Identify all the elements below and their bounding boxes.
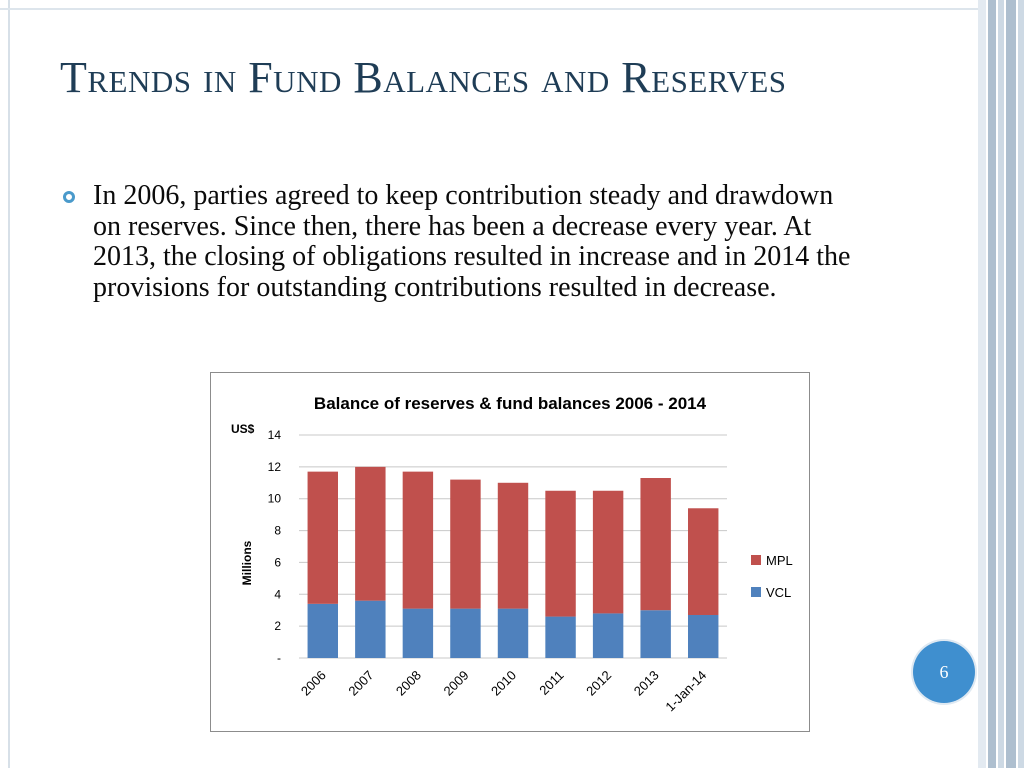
x-tick-label: 2006	[298, 668, 329, 699]
bar-vcl	[545, 616, 576, 658]
bar-vcl	[592, 613, 624, 658]
stacked-bar-chart: Balance of reserves & fund balances 2006…	[231, 394, 793, 715]
stripe	[988, 0, 996, 768]
x-tick-label: 2011	[536, 668, 566, 698]
bar-vcl	[497, 608, 529, 658]
bar-mpl	[497, 482, 529, 609]
currency-label: US$	[231, 422, 255, 436]
legend-label-vcl: VCL	[766, 585, 791, 600]
bar-vcl	[688, 614, 719, 658]
bar-vcl	[640, 610, 671, 658]
legend-label-mpl: MPL	[766, 553, 793, 568]
bar-mpl	[592, 490, 624, 614]
y-tick-label: 4	[274, 587, 281, 601]
bullet-icon	[63, 191, 75, 203]
page-number-badge: 6	[913, 641, 975, 703]
x-tick-label: 1-Jan-14	[662, 668, 709, 715]
bullet-text: In 2006, parties agreed to keep contribu…	[93, 180, 851, 303]
legend-swatch-vcl	[751, 587, 761, 597]
bar-mpl	[450, 479, 481, 609]
stripe	[1018, 0, 1024, 768]
bar-vcl	[450, 608, 481, 658]
x-tick-label: 2009	[441, 668, 472, 699]
slide-title: Trends in Fund Balances and Reserves	[60, 53, 787, 102]
bar-mpl	[688, 508, 719, 615]
slide-left-rule	[8, 0, 10, 768]
stripe	[1006, 0, 1016, 768]
y-tick-label: 2	[274, 619, 281, 633]
y-tick-label: 10	[268, 492, 282, 506]
chart-container: Balance of reserves & fund balances 2006…	[210, 372, 810, 732]
bar-mpl	[355, 466, 386, 601]
y-tick-label: 6	[274, 555, 281, 569]
bar-mpl	[545, 490, 576, 617]
x-tick-label: 2007	[345, 668, 376, 699]
slide-top-rule	[0, 8, 978, 10]
bar-mpl	[402, 471, 434, 609]
stripe	[978, 0, 986, 768]
x-tick-label: 2012	[583, 668, 614, 699]
y-tick-label: 12	[268, 460, 282, 474]
y-tick-label: 8	[274, 524, 281, 538]
y-axis-label: Millions	[240, 540, 254, 585]
bar-vcl	[307, 603, 338, 658]
x-tick-label: 2010	[488, 668, 519, 699]
legend-swatch-mpl	[751, 555, 761, 565]
x-tick-label: 2008	[393, 668, 424, 699]
decorative-stripes	[978, 0, 1024, 768]
bar-mpl	[307, 471, 338, 604]
bar-vcl	[355, 600, 386, 658]
bar-vcl	[402, 608, 434, 658]
y-tick-label: 14	[268, 428, 282, 442]
stripe	[998, 0, 1004, 768]
y-tick-label: -	[277, 651, 281, 665]
bar-mpl	[640, 478, 671, 611]
x-tick-label: 2013	[631, 668, 662, 699]
chart-title: Balance of reserves & fund balances 2006…	[314, 394, 707, 413]
